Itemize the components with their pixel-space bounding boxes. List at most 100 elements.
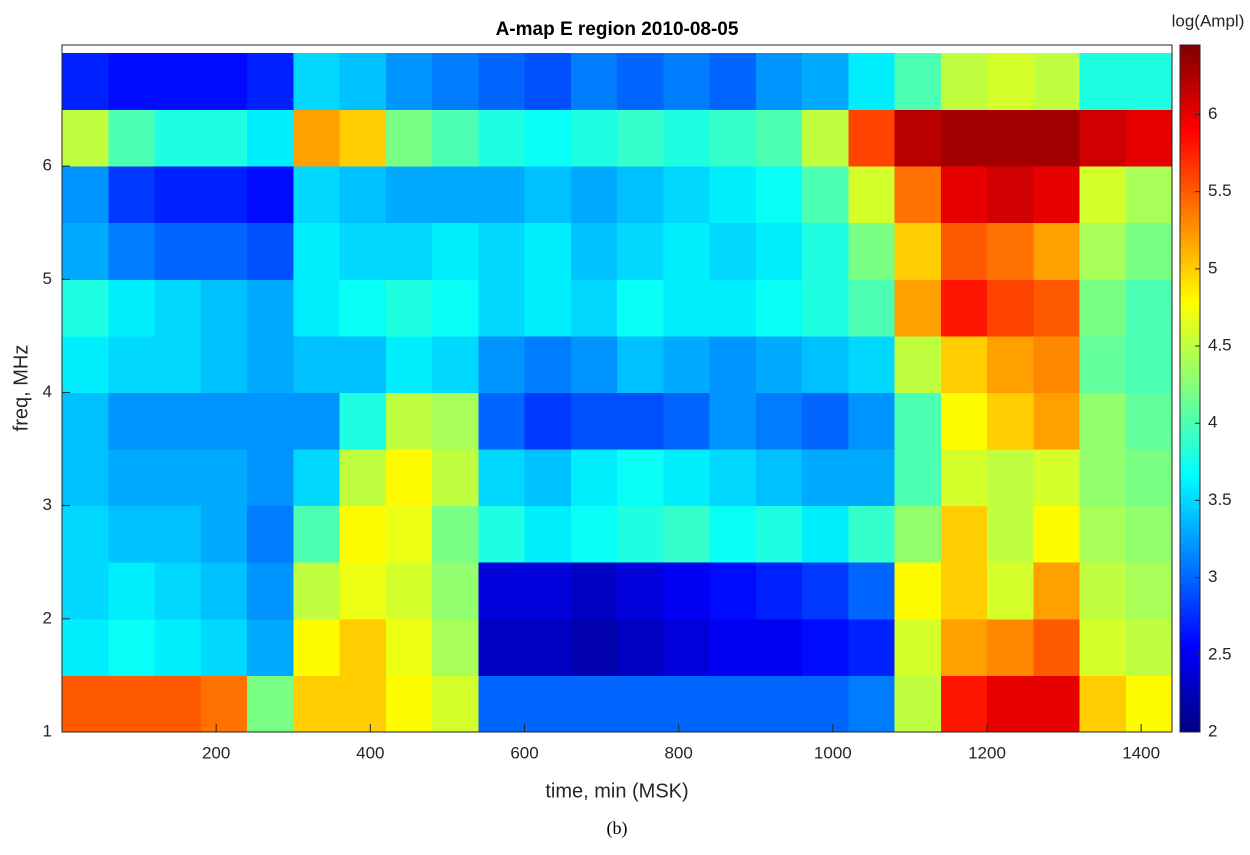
heat-cell bbox=[154, 618, 202, 676]
heat-cell bbox=[1079, 166, 1127, 224]
heat-cell bbox=[709, 675, 757, 732]
heat-cell bbox=[62, 392, 109, 450]
heat-cell bbox=[848, 562, 895, 620]
heat-cell bbox=[478, 392, 525, 450]
x-tick-label: 600 bbox=[510, 743, 538, 762]
heat-cell bbox=[108, 279, 155, 337]
heat-cell bbox=[339, 335, 387, 393]
colorbar-tick-label: 4 bbox=[1208, 413, 1217, 432]
heat-cell bbox=[987, 279, 1034, 337]
heat-cell bbox=[802, 335, 849, 393]
heat-cell bbox=[1033, 562, 1080, 620]
heat-cell bbox=[940, 562, 988, 620]
heat-cell bbox=[108, 562, 155, 620]
heat-cell bbox=[62, 279, 109, 337]
heat-cell bbox=[432, 562, 479, 620]
heat-cell bbox=[154, 166, 202, 224]
heat-cell bbox=[940, 505, 988, 563]
heat-cell bbox=[848, 392, 895, 450]
heat-cell bbox=[940, 392, 988, 450]
heat-cell bbox=[617, 675, 664, 732]
heat-cell bbox=[385, 52, 433, 111]
heat-cell bbox=[293, 222, 340, 280]
heat-cell bbox=[293, 449, 340, 507]
heat-cell bbox=[987, 618, 1034, 676]
heat-cell bbox=[154, 222, 202, 280]
heat-cell bbox=[478, 109, 525, 167]
heat-cell bbox=[385, 335, 433, 393]
heat-cell bbox=[617, 166, 664, 224]
heat-cell bbox=[524, 166, 572, 224]
heat-cell bbox=[108, 109, 155, 167]
heat-cell bbox=[894, 562, 942, 620]
colorbar-tick-label: 4.5 bbox=[1208, 336, 1232, 355]
heat-cell bbox=[570, 505, 618, 563]
heat-cell bbox=[617, 335, 664, 393]
heat-cell bbox=[755, 505, 803, 563]
heat-cell bbox=[663, 562, 710, 620]
heat-cell bbox=[663, 109, 710, 167]
colorbar-tick-label: 5.5 bbox=[1208, 181, 1232, 200]
heat-cell bbox=[802, 222, 849, 280]
heat-cell bbox=[247, 222, 294, 280]
heat-cell bbox=[1079, 335, 1127, 393]
heat-cell bbox=[1079, 222, 1127, 280]
heat-cell bbox=[940, 109, 988, 167]
heat-cell bbox=[617, 392, 664, 450]
heat-cell bbox=[108, 505, 155, 563]
heat-cell bbox=[802, 109, 849, 167]
heat-cell bbox=[108, 392, 155, 450]
heat-cell bbox=[709, 166, 757, 224]
heat-cell bbox=[200, 449, 248, 507]
heat-cell bbox=[524, 675, 572, 732]
heat-cell bbox=[570, 109, 618, 167]
y-tick-label: 3 bbox=[43, 495, 52, 514]
colorbar bbox=[1179, 44, 1201, 733]
heat-cell bbox=[293, 52, 340, 111]
heat-cell bbox=[154, 449, 202, 507]
heat-cell bbox=[987, 52, 1034, 111]
heat-cell bbox=[478, 52, 525, 111]
y-tick-label: 5 bbox=[43, 269, 52, 288]
heat-cell bbox=[200, 335, 248, 393]
heat-cell bbox=[478, 618, 525, 676]
heat-cell bbox=[617, 52, 664, 111]
heat-cell bbox=[570, 675, 618, 732]
heat-cell bbox=[1079, 109, 1127, 167]
heat-cell bbox=[62, 166, 109, 224]
heat-cell bbox=[940, 279, 988, 337]
heat-cell bbox=[802, 392, 849, 450]
heat-cell bbox=[987, 109, 1034, 167]
heat-cell bbox=[663, 618, 710, 676]
heat-cell bbox=[940, 222, 988, 280]
heat-cell bbox=[755, 52, 803, 111]
heat-cell bbox=[1079, 52, 1127, 111]
x-tick-label: 200 bbox=[202, 743, 230, 762]
heat-cell bbox=[385, 449, 433, 507]
heat-cell bbox=[1033, 449, 1080, 507]
heat-cell bbox=[200, 675, 248, 732]
heat-cell bbox=[1125, 335, 1172, 393]
heat-cell bbox=[154, 109, 202, 167]
heat-cell bbox=[940, 335, 988, 393]
heat-cell bbox=[200, 222, 248, 280]
heat-cell bbox=[709, 222, 757, 280]
heat-cell bbox=[200, 505, 248, 563]
heat-cell bbox=[848, 166, 895, 224]
heat-cell bbox=[987, 166, 1034, 224]
heat-cell bbox=[1125, 109, 1172, 167]
colorbar-tick-label: 2.5 bbox=[1208, 644, 1232, 663]
heat-cell bbox=[894, 449, 942, 507]
heat-cell bbox=[848, 335, 895, 393]
y-axis-label: freq, MHz bbox=[10, 345, 32, 432]
heat-cell bbox=[200, 166, 248, 224]
heat-cell bbox=[200, 562, 248, 620]
heat-cell bbox=[755, 222, 803, 280]
x-tick-label: 1000 bbox=[814, 743, 852, 762]
plot-frame bbox=[61, 44, 1173, 733]
heat-cell bbox=[154, 675, 202, 732]
heat-cell bbox=[570, 335, 618, 393]
heat-cell bbox=[432, 166, 479, 224]
heat-cell bbox=[1125, 52, 1172, 111]
heat-cell bbox=[617, 562, 664, 620]
